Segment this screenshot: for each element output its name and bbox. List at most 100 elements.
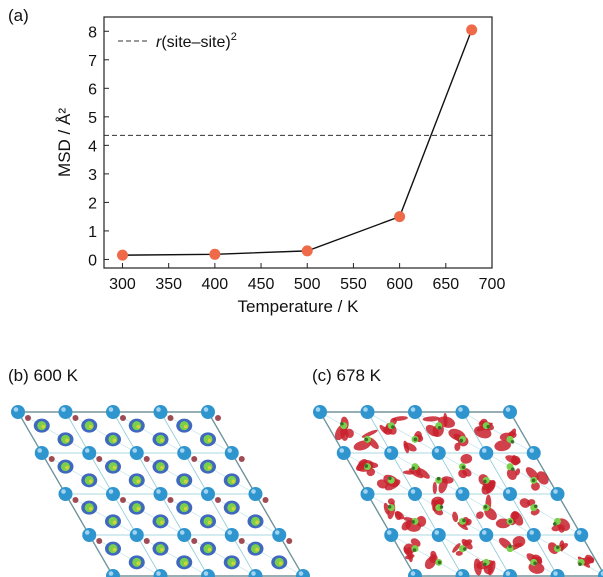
atom-highlight [156,489,161,494]
atom-highlight [61,407,66,412]
density-core-dark [112,438,117,443]
y-tick-label: 3 [88,167,97,184]
x-tick-label: 500 [294,276,321,293]
density-core-dark [436,476,441,481]
density-blob [483,563,493,575]
density-core-dark [413,437,418,442]
density-blob [379,424,388,434]
density-core-dark [437,560,442,565]
atom-highlight [458,489,463,494]
density-core-dark [437,426,442,430]
bond [17,411,43,454]
density-core [156,462,165,472]
density-core-dark [160,520,164,525]
atom [106,405,120,419]
density-core-dark [136,424,141,429]
density-fragment [120,415,126,421]
density-blob [585,554,595,564]
density-core-dark [136,479,141,484]
bond [88,534,114,577]
atom [34,446,49,460]
density-fragment [25,415,31,421]
atom-highlight [84,530,90,535]
density-core-dark [65,438,69,443]
density-core-dark [461,465,466,470]
density-core-dark [255,520,259,525]
atom [408,405,422,419]
atom [106,487,120,501]
atom-highlight [108,407,114,412]
density-blob [460,453,473,464]
density-core-dark [508,544,512,549]
bond [485,452,511,495]
atom-highlight [505,407,511,412]
bond [319,411,345,454]
density-core-dark [112,465,117,470]
density-blob [511,511,524,526]
y-tick-label: 0 [88,252,97,269]
atom-highlight [132,530,138,535]
atom-highlight [203,571,209,576]
atom-highlight [108,489,114,494]
density-fragment [215,415,221,421]
density-fragment [215,497,221,503]
data-point [394,211,406,223]
bond [88,452,114,495]
x-tick-label: 300 [109,276,136,293]
atom [455,405,470,419]
bond [438,452,511,495]
bond [390,452,416,495]
atom [201,487,215,501]
density-fragment [72,415,79,421]
atom [479,528,494,542]
atom [360,487,375,501]
atom [431,528,446,542]
density-fragment [120,497,126,503]
density-core-dark [459,438,464,443]
atom-highlight [339,448,345,453]
x-axis-label: Temperature / K [238,297,360,316]
bond [207,411,233,454]
density-core-dark [340,421,344,426]
density-blob [461,539,473,550]
atom-highlight [458,571,463,576]
density-blob [536,471,549,485]
atom-highlight [203,489,209,494]
density-core-dark [160,547,164,552]
density-core [203,516,213,526]
density-core-dark [534,504,538,509]
atom-highlight [434,530,440,535]
density-blob [392,416,408,421]
series-line [122,29,473,256]
density-core-dark [231,479,236,484]
y-tick-label: 7 [88,53,97,70]
density-blob [519,498,531,508]
bond [533,534,558,577]
atom-highlight [434,448,440,453]
density-core [227,503,237,513]
density-blob [417,468,430,479]
atom-highlight [363,407,368,412]
bond [509,493,535,536]
atom-highlight [61,489,66,494]
atom-highlight [179,448,185,453]
density-core [132,421,142,431]
density-core [203,462,213,472]
bond [533,534,603,576]
density-core-dark [411,520,415,524]
density-blob [387,498,395,505]
bond [367,493,439,536]
bond [136,452,161,495]
atom-highlight [315,407,321,412]
bond [367,411,439,454]
atom-highlight [529,448,535,453]
density-blob [432,481,437,495]
density-blob [506,468,517,480]
density-core-dark [88,479,93,484]
density-core-dark [160,465,164,470]
density-fragment [143,538,150,544]
bond [414,493,440,536]
density-blob [476,511,484,519]
density-core-dark [364,437,369,442]
atom [58,487,73,501]
